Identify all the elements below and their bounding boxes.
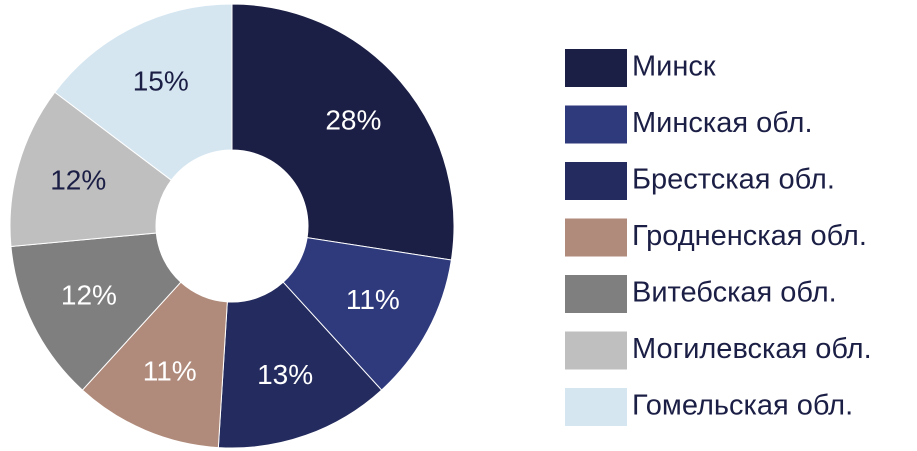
legend-label: Минская обл. (632, 107, 813, 139)
legend-swatch (565, 218, 627, 257)
donut-slice (231, 3, 455, 261)
donut-slice (54, 3, 233, 181)
donut-slice (217, 281, 383, 449)
data-label: 28% (325, 104, 381, 135)
data-label: 12% (61, 280, 117, 311)
donut-slice (81, 281, 228, 449)
legend-label: Минск (632, 51, 716, 83)
donut-slice (9, 91, 173, 248)
donut-slice (282, 237, 452, 391)
legend-swatch (565, 331, 627, 370)
legend-label: Могилевская обл. (632, 333, 872, 365)
legend-swatch (565, 105, 627, 144)
data-label: 12% (50, 165, 106, 196)
legend-swatch (565, 275, 627, 313)
legend-label: Гродненская обл. (632, 220, 867, 252)
data-label: 13% (257, 359, 313, 390)
legend-swatch (565, 49, 627, 87)
donut-slice (10, 232, 182, 391)
data-label: 11% (346, 284, 400, 315)
data-label: 11% (143, 356, 197, 387)
legend-label: Витебская обл. (632, 277, 837, 309)
legend-swatch (565, 162, 627, 200)
legend-label: Брестская обл. (632, 164, 835, 196)
legend-swatch (565, 388, 627, 426)
legend-label: Гомельская обл. (632, 390, 853, 422)
data-label: 15% (133, 65, 189, 96)
